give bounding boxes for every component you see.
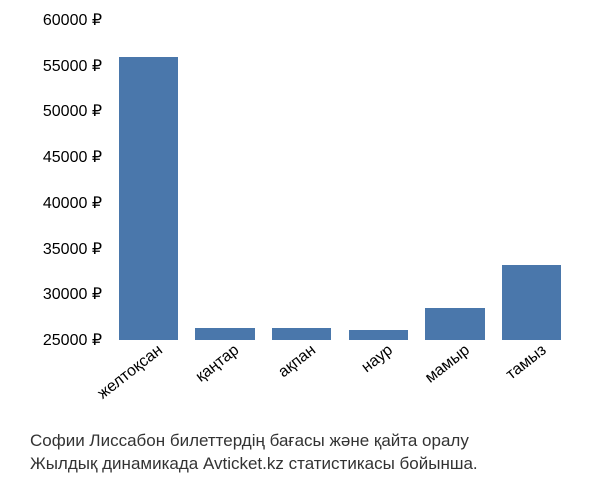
y-tick-label: 55000 ₽: [43, 56, 110, 76]
bar: [502, 265, 561, 340]
x-tick-label: тамыз: [502, 340, 550, 384]
bar: [425, 308, 484, 340]
y-tick-label: 25000 ₽: [43, 330, 110, 350]
caption-line: Жылдық динамикада Avticket.kz статистика…: [30, 453, 600, 476]
caption-line: Софии Лиссабон билеттердің бағасы және қ…: [30, 430, 600, 453]
y-tick-label: 50000 ₽: [43, 101, 110, 121]
bar: [195, 328, 254, 340]
y-tick-label: 40000 ₽: [43, 193, 110, 213]
y-tick-label: 45000 ₽: [43, 147, 110, 167]
bar: [119, 57, 178, 340]
chart-caption: Софии Лиссабон билеттердің бағасы және қ…: [0, 430, 600, 476]
x-tick-label: қаңтар: [192, 340, 243, 386]
chart-container: 25000 ₽ 30000 ₽ 35000 ₽ 40000 ₽ 45000 ₽ 50000…: [0, 0, 600, 500]
x-tick-label: мамыр: [421, 340, 474, 387]
x-tick-label: наур: [357, 340, 396, 377]
y-tick-label: 30000 ₽: [43, 284, 110, 304]
y-tick-label: 60000 ₽: [43, 10, 110, 30]
x-tick-label: ақпан: [274, 340, 320, 382]
plot-area: 25000 ₽30000 ₽35000 ₽40000 ₽45000 ₽50000…: [110, 20, 570, 340]
bar: [272, 328, 331, 340]
y-tick-label: 35000 ₽: [43, 239, 110, 259]
bar: [349, 330, 408, 340]
